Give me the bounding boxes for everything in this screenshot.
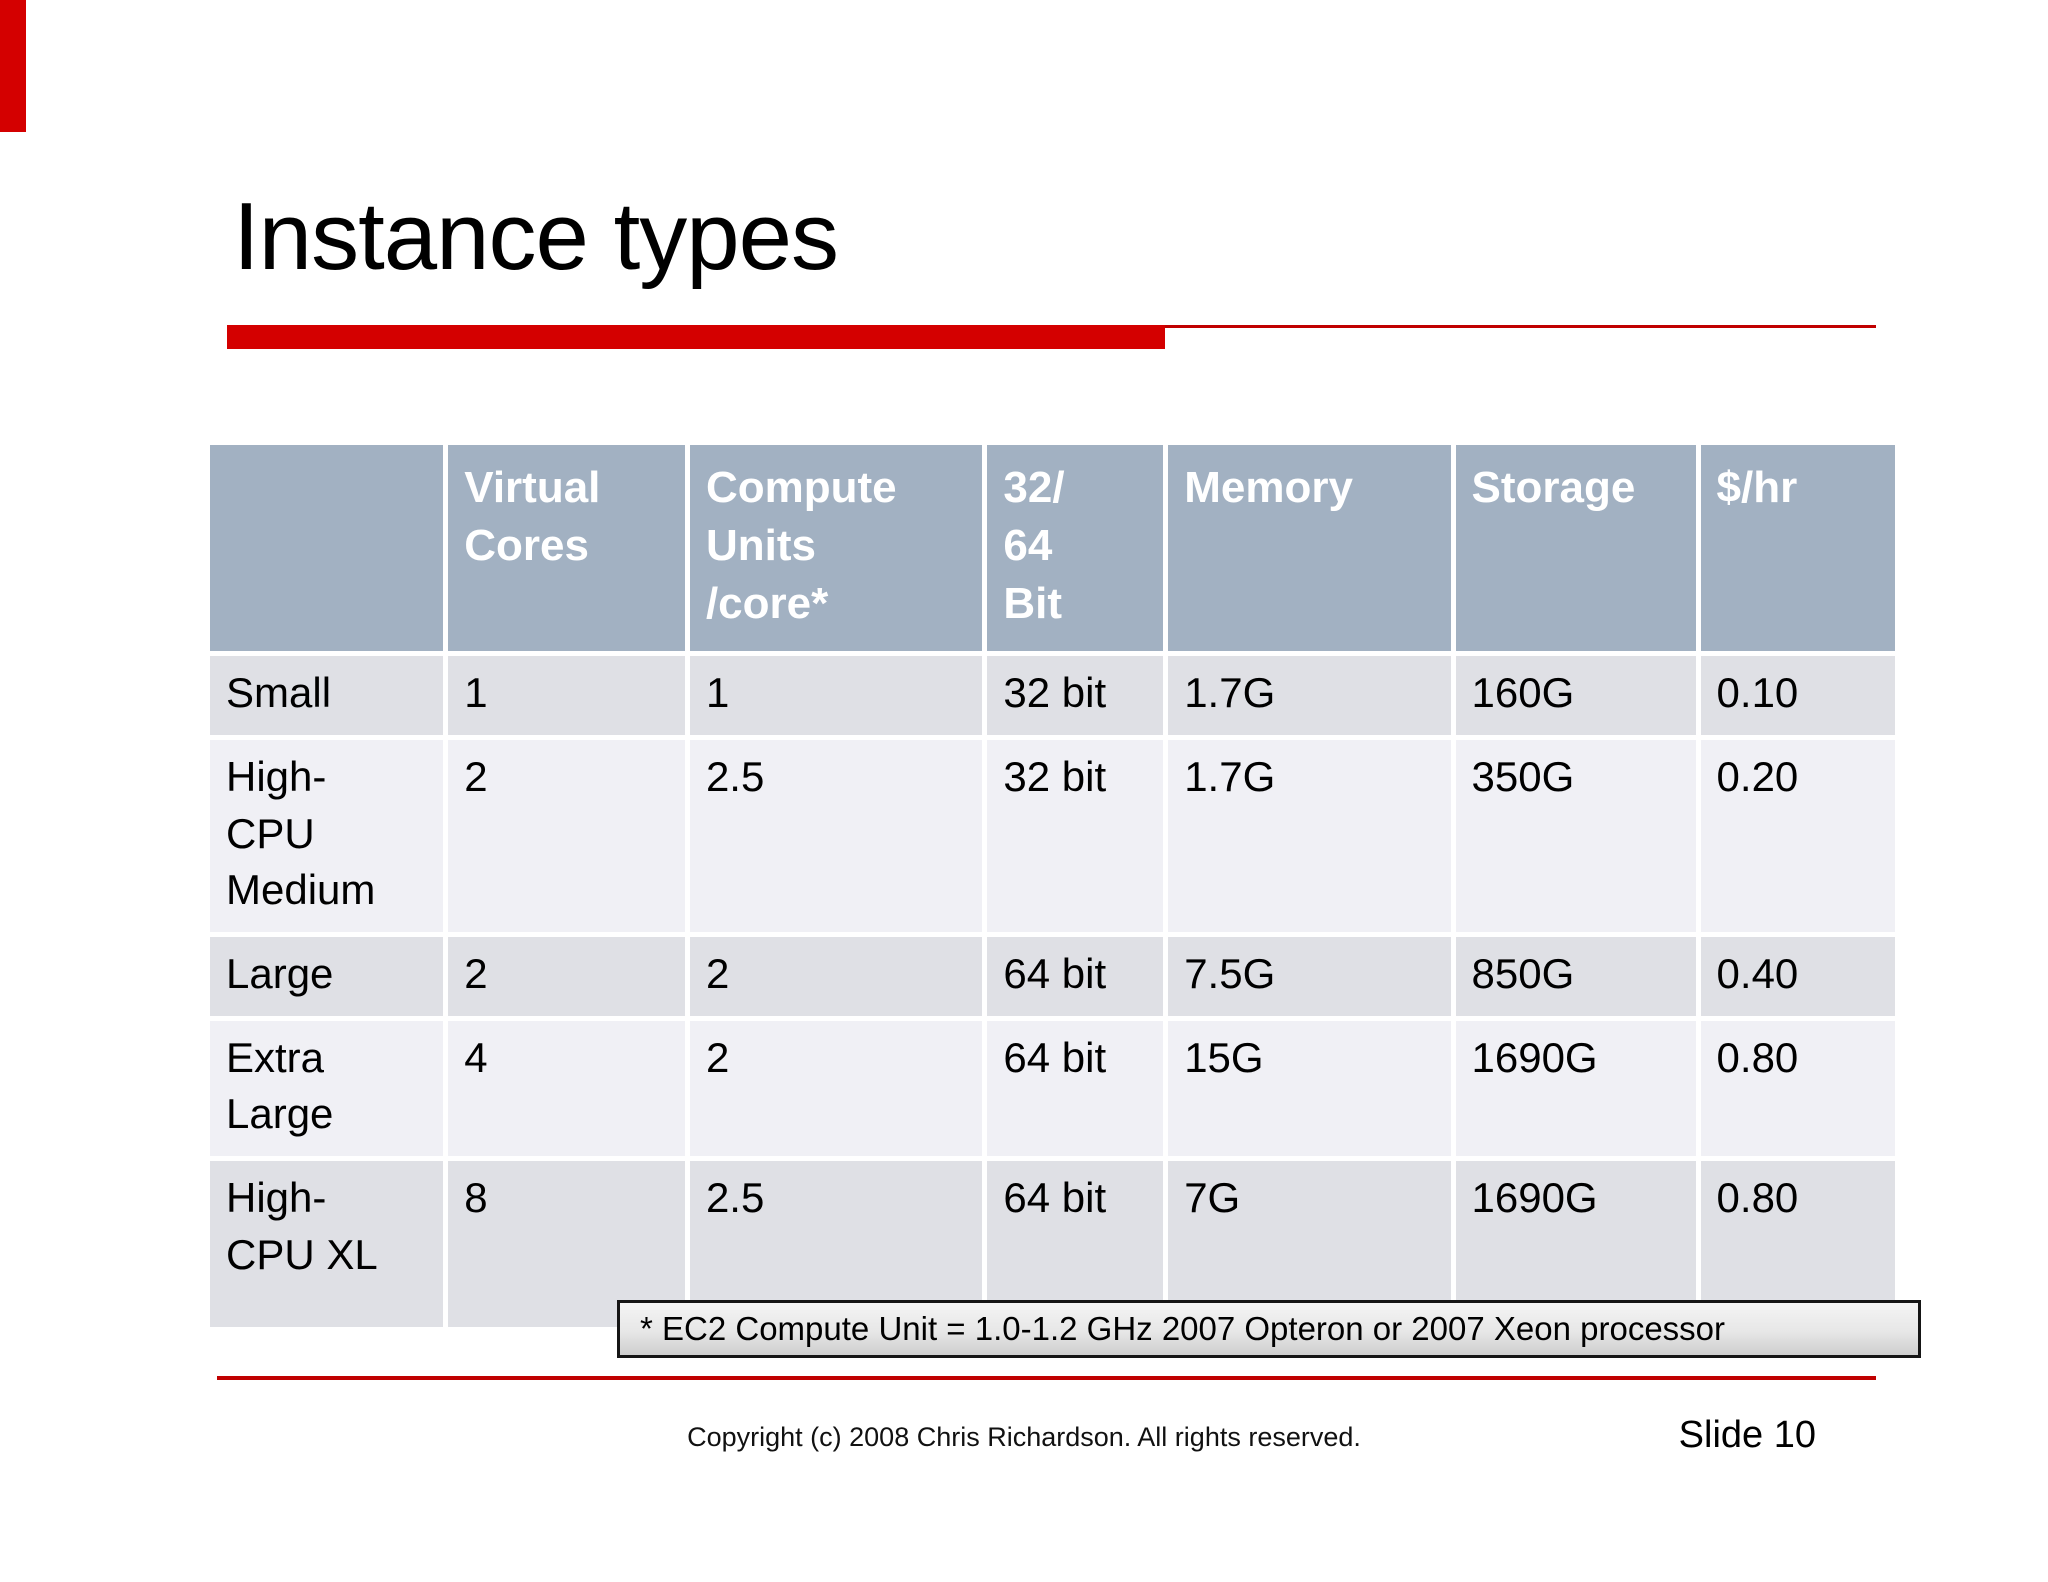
cell-bitness: 64 bit xyxy=(982,1015,1169,1162)
cell-storage: 160G xyxy=(1450,651,1701,740)
cell-storage: 850G xyxy=(1450,931,1701,1021)
column-header-compute-units: Compute Units /core* xyxy=(684,439,988,657)
cell-bitness: 32 bit xyxy=(982,734,1169,937)
column-header-32-64-bit: 32/ 64 Bit xyxy=(982,439,1169,657)
row-label: High- CPU XL xyxy=(204,1156,449,1333)
cell-price: 0.40 xyxy=(1695,931,1901,1021)
cell-virtual-cores: 2 xyxy=(443,931,690,1021)
cell-price: 0.10 xyxy=(1695,651,1901,740)
row-label: High- CPU Medium xyxy=(204,734,449,937)
page-title: Instance types xyxy=(233,183,839,290)
column-header-memory: Memory xyxy=(1163,439,1456,657)
cell-memory: 1.7G xyxy=(1163,734,1456,937)
footnote-box: * EC2 Compute Unit = 1.0-1.2 GHz 2007 Op… xyxy=(617,1300,1921,1358)
slide-number: Slide 10 xyxy=(1678,1414,1816,1456)
instance-types-table: Virtual Cores Compute Units /core* 32/ 6… xyxy=(204,439,1901,1333)
column-header-price-per-hr: $/hr xyxy=(1695,439,1901,657)
cell-compute-units: 1 xyxy=(684,651,988,740)
table-header-row: Virtual Cores Compute Units /core* 32/ 6… xyxy=(204,439,1901,657)
corner-accent-bar xyxy=(0,0,26,132)
cell-price: 0.20 xyxy=(1695,734,1901,937)
cell-bitness: 32 bit xyxy=(982,651,1169,740)
cell-bitness: 64 bit xyxy=(982,931,1169,1021)
cell-memory: 15G xyxy=(1163,1015,1456,1162)
cell-virtual-cores: 1 xyxy=(443,651,690,740)
footer-divider-line xyxy=(217,1376,1876,1380)
title-underline-thick xyxy=(227,325,1165,349)
cell-storage: 350G xyxy=(1450,734,1701,937)
row-label: Extra Large xyxy=(204,1015,449,1162)
row-label: Large xyxy=(204,931,449,1021)
copyright-text: Copyright (c) 2008 Chris Richardson. All… xyxy=(687,1422,1361,1452)
cell-compute-units: 2 xyxy=(684,931,988,1021)
row-label: Small xyxy=(204,651,449,740)
table-row: Extra Large 4 2 64 bit 15G 1690G 0.80 xyxy=(204,1015,1901,1162)
table-row: Large 2 2 64 bit 7.5G 850G 0.40 xyxy=(204,931,1901,1021)
cell-virtual-cores: 4 xyxy=(443,1015,690,1162)
cell-compute-units: 2 xyxy=(684,1015,988,1162)
cell-virtual-cores: 8 xyxy=(443,1156,690,1333)
column-header-rowlabel xyxy=(204,439,449,657)
column-header-virtual-cores: Virtual Cores xyxy=(443,439,690,657)
table-row: High- CPU Medium 2 2.5 32 bit 1.7G 350G … xyxy=(204,734,1901,937)
cell-memory: 7.5G xyxy=(1163,931,1456,1021)
cell-price: 0.80 xyxy=(1695,1015,1901,1162)
cell-virtual-cores: 2 xyxy=(443,734,690,937)
cell-compute-units: 2.5 xyxy=(684,734,988,937)
footnote-text: * EC2 Compute Unit = 1.0-1.2 GHz 2007 Op… xyxy=(640,1310,1726,1347)
column-header-storage: Storage xyxy=(1450,439,1701,657)
table-row: Small 1 1 32 bit 1.7G 160G 0.10 xyxy=(204,651,1901,740)
cell-storage: 1690G xyxy=(1450,1015,1701,1162)
cell-memory: 1.7G xyxy=(1163,651,1456,740)
